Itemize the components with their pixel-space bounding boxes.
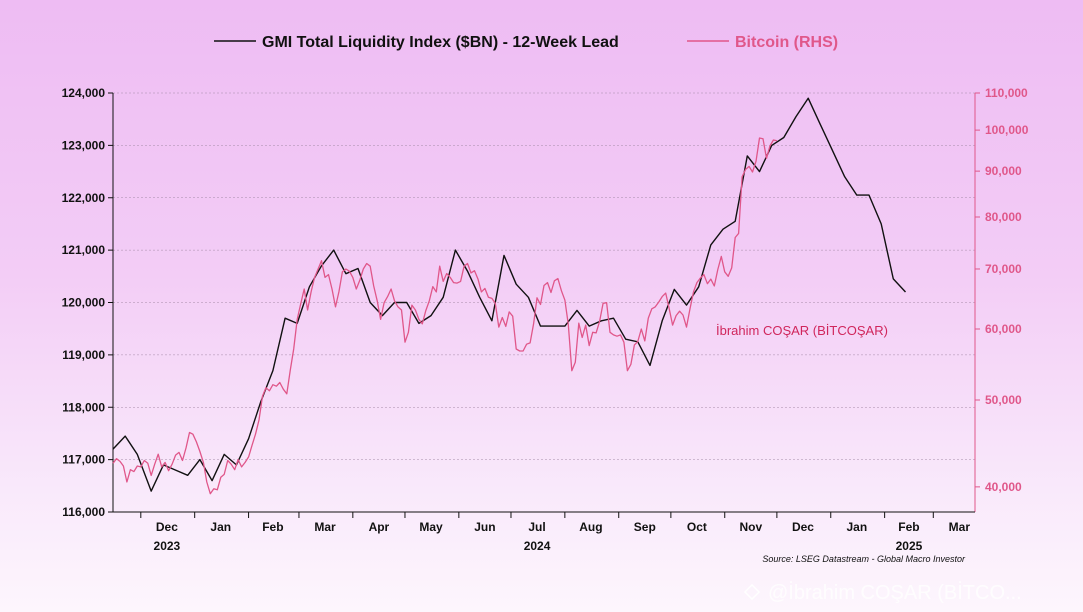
series-line-gmi-liquidity <box>112 97 907 492</box>
right-axis-tick-label: 110,000 <box>985 86 1028 100</box>
x-axis-month-label: Feb <box>262 520 283 534</box>
legend-label-bitcoin: Bitcoin (RHS) <box>735 34 838 51</box>
x-axis-month-label: Mar <box>949 520 971 534</box>
left-axis-tick-label: 123,000 <box>62 138 106 152</box>
x-axis-month-label: Aug <box>579 520 602 534</box>
left-axis-tick-label: 118,000 <box>62 400 105 414</box>
x-axis-month-label: Oct <box>687 520 707 534</box>
right-axis-tick-label: 90,000 <box>985 164 1022 178</box>
x-axis-month-label: Feb <box>898 520 919 534</box>
x-axis-month-label: Apr <box>369 520 390 534</box>
gridlines <box>113 92 975 460</box>
brand-logo-icon <box>743 583 761 601</box>
right-axis-tick-label: 60,000 <box>985 322 1022 336</box>
right-axis-tick-label: 50,000 <box>985 393 1022 407</box>
x-axis-month-label: Jan <box>846 520 867 534</box>
right-axis-tick-label: 70,000 <box>985 262 1022 276</box>
left-axis-tick-label: 122,000 <box>62 191 106 205</box>
series-lines <box>112 97 907 495</box>
series-line-bitcoin <box>112 137 778 495</box>
x-axis-month-label: Mar <box>314 520 336 534</box>
watermark-text: @İbrahim COŞAR (BİTCO... <box>768 581 1022 604</box>
legend-label-gmi: GMI Total Liquidity Index ($BN) - 12-Wee… <box>262 34 619 51</box>
axes: 116,000 117,000 118,000 119,000 120,000 121,0… <box>62 86 1029 553</box>
left-axis-tick-label: 124,000 <box>62 86 106 100</box>
legend: GMI Total Liquidity Index ($BN) - 12-Wee… <box>214 34 838 51</box>
left-axis-tick-label: 119,000 <box>62 348 105 362</box>
x-axis-year-label: 2025 <box>896 539 923 553</box>
x-axis-month-label: Dec <box>156 520 178 534</box>
watermark: @İbrahim COŞAR (BİTCO... <box>743 581 1022 604</box>
left-axis-tick-label: 121,000 <box>62 243 106 257</box>
right-axis-tick-label: 100,000 <box>985 123 1029 137</box>
x-axis-month-label: Jul <box>528 520 545 534</box>
x-axis-year-label: 2023 <box>154 539 181 553</box>
x-axis-year-label: 2024 <box>524 539 551 553</box>
author-annotation: İbrahim COŞAR (BİTCOŞAR) <box>716 323 888 338</box>
left-axis-tick-label: 117,000 <box>62 453 105 467</box>
x-axis-month-label: Dec <box>792 520 814 534</box>
right-axis-tick-label: 80,000 <box>985 210 1022 224</box>
left-axis-tick-label: 116,000 <box>62 505 105 519</box>
x-axis-month-label: Jun <box>474 520 495 534</box>
source-note: Source: LSEG Datastream - Global Macro I… <box>762 554 966 564</box>
x-axis-month-label: Nov <box>739 520 762 534</box>
x-axis-month-label: Sep <box>634 520 656 534</box>
left-axis-tick-label: 120,000 <box>62 296 106 310</box>
right-axis-tick-label: 40,000 <box>985 480 1022 494</box>
x-axis-month-label: Jan <box>210 520 231 534</box>
x-axis-month-label: May <box>419 520 443 534</box>
